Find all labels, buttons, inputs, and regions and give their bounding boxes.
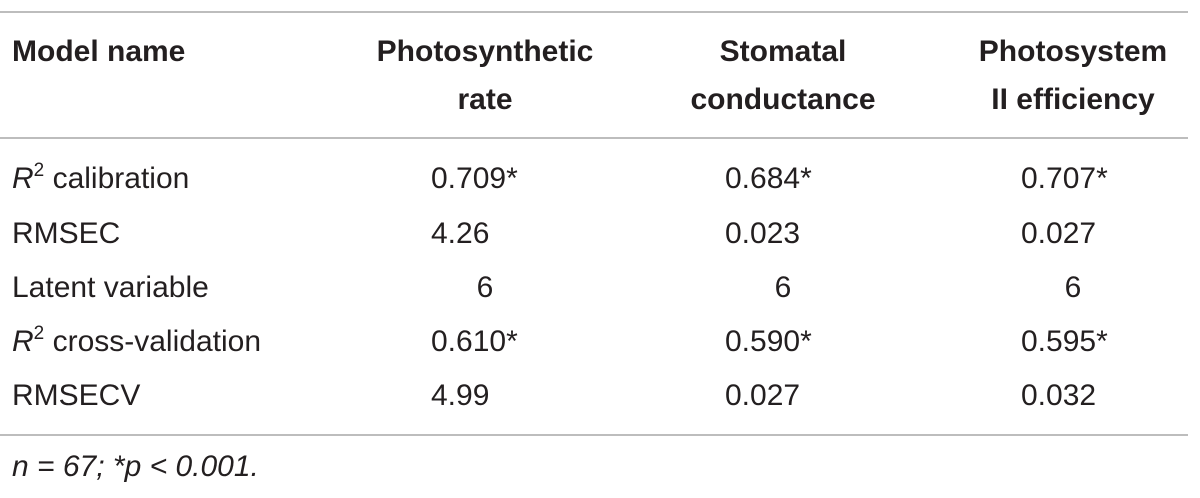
cell-photosystem-efficiency: 0.032: [1021, 379, 1097, 412]
row-label: R2 calibration: [12, 152, 189, 206]
cell-photosystem-efficiency: 0.027: [1021, 217, 1097, 250]
table-row: R2 cross-validation 0.610* 0.590* 0.595*: [0, 315, 1188, 369]
table-row: RMSEC 4.26 0.023 0.027: [0, 207, 1188, 261]
row-label-text: RMSEC: [12, 217, 121, 250]
row-label: RMSECV: [12, 369, 140, 423]
cell-photosystem-efficiency: 0.595*: [1021, 325, 1108, 358]
cell-stomatal-conductance: 0.023: [725, 217, 801, 250]
header-text: Photosynthetic: [376, 35, 594, 68]
table-bottom-rule: [0, 434, 1188, 436]
row-label-sup: 2: [33, 323, 45, 344]
row-label: Latent variable: [12, 261, 209, 315]
cell-photosynthetic-rate: 0.610*: [431, 325, 518, 358]
cell-stomatal-conductance: 0.027: [725, 379, 801, 412]
header-text: Stomatal: [719, 35, 847, 68]
row-label-italic: R: [12, 162, 34, 195]
row-label-italic: R: [12, 325, 34, 358]
header-divider-rule: [0, 137, 1188, 139]
header-photosynthetic-rate: Photosynthetic rate: [362, 28, 608, 124]
row-label-text: Latent variable: [12, 271, 209, 304]
table-footnote: n = 67; *p < 0.001.: [12, 450, 259, 483]
cell-photosynthetic-rate: 4.26: [431, 217, 490, 250]
header-text: rate: [457, 83, 513, 116]
header-stomatal-conductance: Stomatal conductance: [660, 28, 906, 124]
row-label-text: cross-validation: [44, 325, 262, 358]
table-row: RMSECV 4.99 0.027 0.032: [0, 369, 1188, 423]
row-label-text: RMSECV: [12, 379, 141, 412]
header-text: II efficiency: [991, 83, 1155, 116]
header-photosystem-efficiency: Photosystem II efficiency: [950, 28, 1196, 124]
header-text: Photosystem: [978, 35, 1168, 68]
cell-photosynthetic-rate: 0.709*: [431, 162, 518, 195]
cell-stomatal-conductance: 0.684*: [725, 162, 812, 195]
row-label: RMSEC: [12, 207, 120, 261]
table-top-rule: [0, 11, 1188, 13]
table-row: R2 calibration 0.709* 0.684* 0.707*: [0, 152, 1188, 206]
header-text: Model name: [12, 35, 186, 68]
cell-photosynthetic-rate: 4.99: [431, 379, 490, 412]
header-model-name: Model name: [12, 28, 185, 76]
cell-stomatal-conductance: 0.590*: [725, 325, 812, 358]
table-row: Latent variable 6 6 6: [0, 261, 1188, 315]
cell-photosystem-efficiency: 0.707*: [1021, 162, 1108, 195]
cell-photosystem-efficiency: 6: [1064, 271, 1082, 304]
header-text: conductance: [690, 83, 876, 116]
cell-photosynthetic-rate: 6: [476, 271, 494, 304]
row-label: R2 cross-validation: [12, 315, 261, 369]
row-label-sup: 2: [33, 160, 45, 181]
row-label-text: calibration: [44, 162, 190, 195]
cell-stomatal-conductance: 6: [774, 271, 792, 304]
